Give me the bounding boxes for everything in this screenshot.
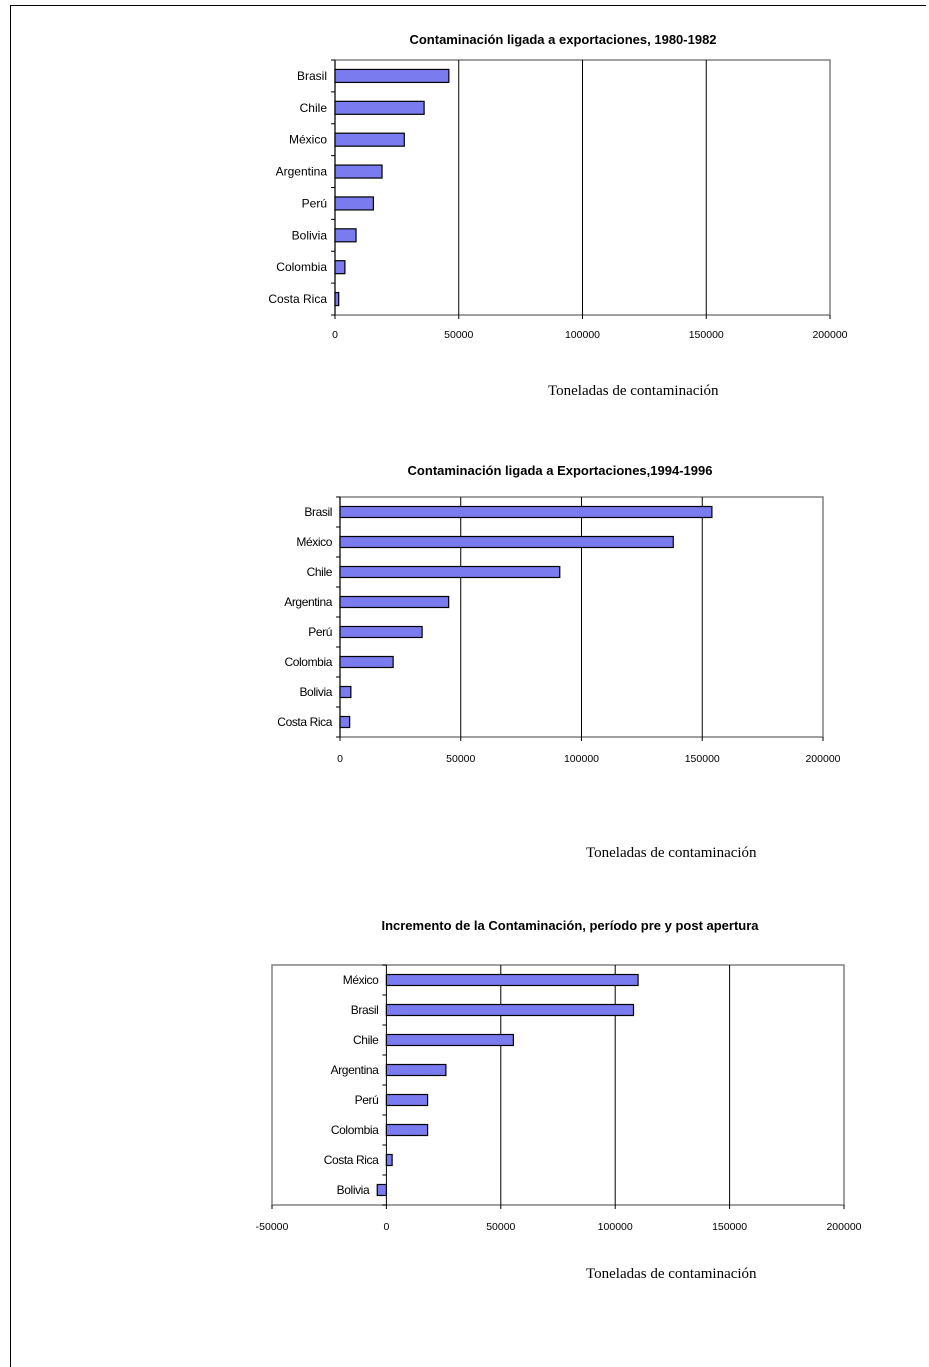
category-label: Costa Rica: [268, 292, 327, 306]
value-tick-label: 150000: [712, 1221, 747, 1233]
bar-costa-rica: [339, 715, 351, 729]
chart-exports-1994-1996: Contaminación ligada a Exportaciones,199…: [277, 463, 840, 765]
bar-bolivia: [334, 228, 357, 243]
value-tick-label: 50000: [444, 329, 473, 341]
value-tick-label: 150000: [689, 329, 724, 341]
category-label: Colombia: [331, 1123, 379, 1137]
value-tick-label: 150000: [685, 753, 720, 765]
category-label: Colombia: [285, 655, 333, 669]
bar-argentina: [339, 595, 450, 609]
value-tick-label: 50000: [486, 1221, 515, 1233]
chart-pollution-increase: Incremento de la Contaminación, período …: [256, 918, 862, 1233]
value-tick-label: 0: [337, 753, 343, 765]
bar-colombia: [385, 1123, 429, 1137]
bar-bolivia: [339, 685, 352, 699]
category-label: Costa Rica: [277, 715, 332, 729]
category-label: Argentina: [331, 1063, 379, 1077]
value-tick-label: 200000: [805, 753, 840, 765]
bar-brasil: [334, 68, 450, 84]
value-tick-label: 100000: [565, 329, 600, 341]
category-label: Chile: [353, 1033, 379, 1047]
x-axis-label-chart1: Toneladas de contaminación: [548, 383, 719, 399]
category-label: Bolivia: [337, 1183, 370, 1197]
category-label: Brasil: [351, 1003, 379, 1017]
category-label: Chile: [300, 101, 328, 115]
bar-brasil: [339, 505, 713, 519]
bar-bolivia: [376, 1183, 387, 1197]
value-tick-label: 0: [383, 1221, 389, 1233]
bar-colombia: [334, 260, 346, 275]
category-label: Bolivia: [292, 228, 328, 242]
plot-area: [271, 964, 845, 1206]
bar-argentina: [385, 1063, 447, 1077]
bar-perú: [339, 625, 423, 639]
category-label: Chile: [307, 565, 333, 579]
category-label: Perú: [355, 1093, 379, 1107]
value-tick-label: 100000: [598, 1221, 633, 1233]
chart-title: Incremento de la Contaminación, período …: [381, 918, 759, 933]
value-tick-label: -50000: [256, 1221, 289, 1233]
category-label: Perú: [302, 196, 327, 210]
bar-méxico: [334, 132, 405, 147]
category-label: Costa Rica: [324, 1153, 379, 1167]
bar-perú: [385, 1093, 429, 1107]
category-label: Perú: [308, 625, 332, 639]
x-axis-label-chart3: Toneladas de contaminación: [586, 1266, 757, 1282]
category-label: Bolivia: [299, 685, 332, 699]
chart-title: Contaminación ligada a exportaciones, 19…: [409, 32, 716, 47]
bar-méxico: [339, 535, 674, 549]
page-frame: [10, 5, 926, 1367]
category-label: Argentina: [284, 595, 332, 609]
chart-exports-1980-1982: Contaminación ligada a exportaciones, 19…: [268, 32, 847, 341]
value-tick-label: 0: [332, 329, 338, 341]
bar-argentina: [334, 164, 383, 179]
bar-brasil: [385, 1003, 635, 1017]
bar-chile: [334, 100, 425, 115]
chart-title: Contaminación ligada a Exportaciones,199…: [408, 463, 713, 478]
category-label: Brasil: [304, 505, 332, 519]
value-tick-label: 200000: [812, 329, 847, 341]
category-label: Colombia: [276, 260, 327, 274]
category-label: México: [343, 973, 379, 987]
bar-chile: [339, 565, 561, 579]
category-label: México: [289, 133, 327, 147]
category-label: Brasil: [297, 69, 327, 83]
x-axis-label-chart2: Toneladas de contaminación: [586, 845, 757, 861]
value-tick-label: 100000: [564, 753, 599, 765]
bar-costa-rica: [385, 1153, 393, 1167]
bar-perú: [334, 196, 374, 211]
bar-costa-rica: [334, 291, 340, 307]
value-tick-label: 50000: [446, 753, 475, 765]
bar-chile: [385, 1033, 514, 1047]
bar-méxico: [385, 973, 639, 987]
value-tick-label: 200000: [826, 1221, 861, 1233]
category-label: México: [296, 535, 332, 549]
category-label: Argentina: [276, 165, 328, 179]
bar-colombia: [339, 655, 394, 669]
